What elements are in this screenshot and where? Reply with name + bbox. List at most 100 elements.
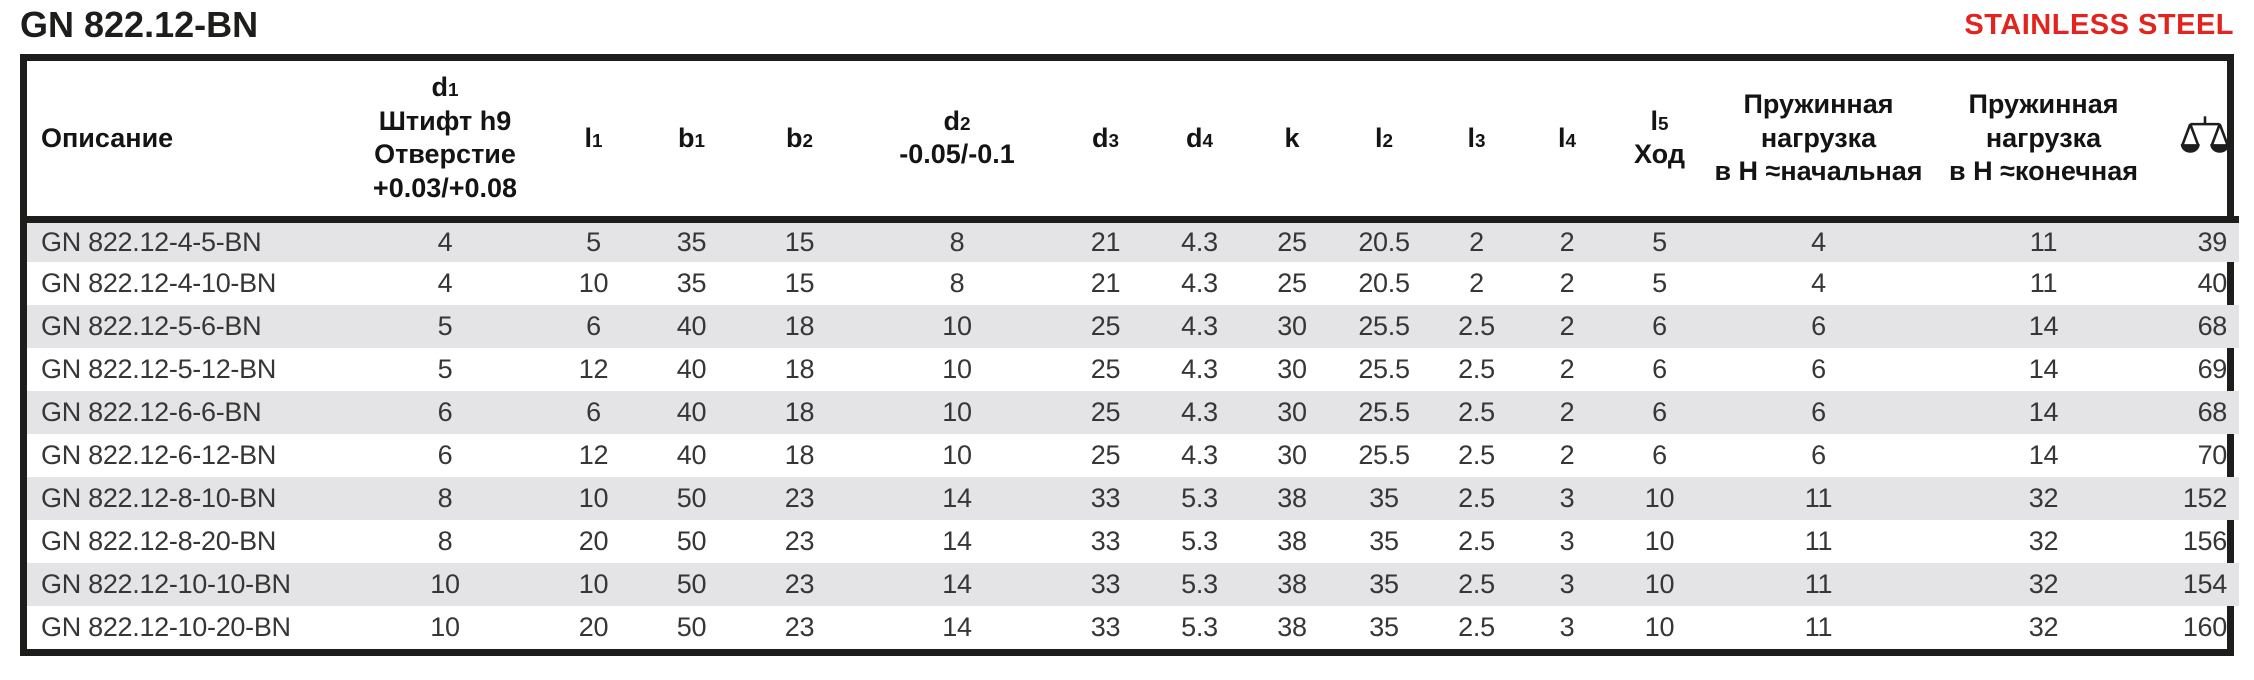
cell-l2: 20.5 [1358, 226, 1410, 257]
cell-d1: 10 [430, 612, 460, 642]
cell-weight: 68 [2197, 397, 2228, 427]
cell-b2: 23 [784, 526, 815, 556]
cell-b2: 15 [784, 226, 815, 257]
cell-spring_final: 11 [2029, 226, 2058, 257]
cell-d1: 8 [437, 483, 453, 513]
cell-l3: 2.5 [1458, 440, 1495, 470]
cell-l4: 2 [1559, 311, 1575, 341]
cell-weight: 160 [2182, 612, 2227, 642]
cell-d3: 21 [1090, 268, 1121, 298]
cell-d3: 33 [1090, 483, 1121, 513]
cell-l2: 25.5 [1358, 354, 1410, 384]
table-header-row: Описание d1 Штифт h9 Отверстие +0.03/+0.08 l1… [27, 61, 2239, 223]
cell-description: GN 822.12-5-6-BN [41, 311, 262, 341]
page-title: GN 822.12-BN [20, 4, 259, 45]
cell-b1: 35 [676, 268, 707, 298]
cell-b2: 18 [784, 354, 815, 384]
cell-l3: 2 [1469, 226, 1484, 257]
cell-l5: 10 [1644, 569, 1675, 599]
cell-d3: 25 [1090, 397, 1121, 427]
cell-l4: 2 [1559, 354, 1575, 384]
cell-spring_initial: 6 [1811, 354, 1826, 384]
cell-l1: 6 [586, 397, 601, 427]
cell-l1: 6 [586, 311, 601, 341]
cell-d1: 6 [437, 397, 453, 427]
cell-l5: 6 [1652, 397, 1667, 427]
table-row: GN 822.12-4-5-BN 4 5 35 15 8 21 4.3 25 20.5 2 2 5 4 11… [27, 219, 2239, 262]
table-row: GN 822.12-8-10-BN 8 10 50 23 14 33 5.3 38 35 2.5 3 1… [27, 477, 2239, 520]
column-header-d3: d3 [1059, 61, 1152, 223]
cell-d1: 10 [430, 569, 460, 599]
cell-b2: 23 [784, 612, 815, 642]
column-header-b2: b2 [744, 61, 855, 223]
catalog-page: GN 822.12-BN STAINLESS STEEL Описание d1 Ш… [20, 4, 2239, 656]
column-header-b1: b1 [639, 61, 744, 223]
cell-k: 38 [1277, 612, 1307, 642]
cell-k: 38 [1277, 569, 1307, 599]
column-header-l4: l4 [1522, 61, 1612, 223]
cell-l3: 2.5 [1458, 483, 1495, 513]
cell-b1: 50 [676, 526, 707, 556]
cell-l3: 2 [1469, 268, 1484, 298]
cell-d4: 4.3 [1181, 226, 1218, 257]
table-row: GN 822.12-4-10-BN 4 10 35 15 8 21 4.3 25 20.5 2 2 5 4… [27, 262, 2239, 305]
cell-spring_initial: 4 [1811, 226, 1826, 257]
cell-l3: 2.5 [1458, 612, 1495, 642]
column-header-l3: l3 [1431, 61, 1522, 223]
cell-l4: 2 [1559, 397, 1575, 427]
cell-weight: 40 [2197, 268, 2228, 298]
cell-description: GN 822.12-8-20-BN [41, 526, 277, 556]
cell-l1: 5 [586, 226, 601, 257]
cell-spring_final: 14 [2028, 397, 2059, 427]
cell-l3: 2.5 [1458, 354, 1495, 384]
cell-k: 30 [1277, 440, 1307, 470]
cell-l4: 3 [1559, 526, 1575, 556]
column-header-d1: d1 Штифт h9 Отверстие +0.03/+0.08 [342, 61, 548, 223]
cell-d3: 25 [1090, 354, 1121, 384]
column-header-k: k [1247, 61, 1337, 223]
cell-k: 30 [1277, 397, 1307, 427]
cell-d3: 33 [1090, 612, 1121, 642]
cell-spring_final: 32 [2028, 612, 2059, 642]
cell-d3: 21 [1090, 226, 1121, 257]
column-header-weight [2157, 61, 2239, 223]
cell-l5: 10 [1644, 483, 1675, 513]
table-row: GN 822.12-10-10-BN 10 10 50 23 14 33 5.3 38 35 2.5… [27, 563, 2239, 606]
cell-spring_final: 32 [2028, 526, 2059, 556]
cell-b2: 23 [784, 569, 815, 599]
cell-d2: 10 [942, 440, 972, 470]
cell-d4: 5.3 [1181, 612, 1218, 642]
cell-b1: 40 [676, 397, 707, 427]
cell-b1: 40 [676, 354, 707, 384]
cell-description: GN 822.12-5-12-BN [41, 354, 277, 384]
cell-d2: 10 [942, 354, 972, 384]
cell-b2: 18 [784, 311, 815, 341]
cell-b2: 23 [784, 483, 815, 513]
cell-l4: 3 [1559, 569, 1575, 599]
cell-l3: 2.5 [1458, 311, 1495, 341]
cell-spring_initial: 4 [1811, 268, 1826, 298]
cell-d1: 5 [437, 311, 453, 341]
cell-l1: 20 [578, 526, 609, 556]
cell-d4: 4.3 [1181, 397, 1218, 427]
cell-d2: 14 [942, 569, 972, 599]
column-header-l5: l5 Ход [1612, 61, 1707, 223]
column-header-spring_final: Пружинная нагрузка в H ≈конечная [1930, 61, 2157, 223]
column-header-d4: d4 [1152, 61, 1247, 223]
cell-l5: 10 [1644, 612, 1675, 642]
cell-d4: 4.3 [1181, 354, 1218, 384]
cell-b1: 50 [676, 612, 707, 642]
cell-l1: 10 [578, 569, 609, 599]
cell-d1: 4 [437, 226, 453, 257]
cell-weight: 39 [2197, 226, 2228, 257]
cell-l1: 12 [578, 440, 609, 470]
cell-d4: 4.3 [1181, 311, 1218, 341]
cell-d2: 14 [942, 526, 972, 556]
cell-l2: 25.5 [1358, 311, 1410, 341]
spec-table-wrapper: Описание d1 Штифт h9 Отверстие +0.03/+0.08 l1… [20, 54, 2239, 656]
cell-description: GN 822.12-6-12-BN [41, 440, 277, 470]
cell-spring_initial: 11 [1804, 526, 1833, 556]
cell-spring_final: 32 [2028, 483, 2059, 513]
cell-l5: 6 [1652, 354, 1667, 384]
cell-d2: 8 [949, 268, 965, 298]
